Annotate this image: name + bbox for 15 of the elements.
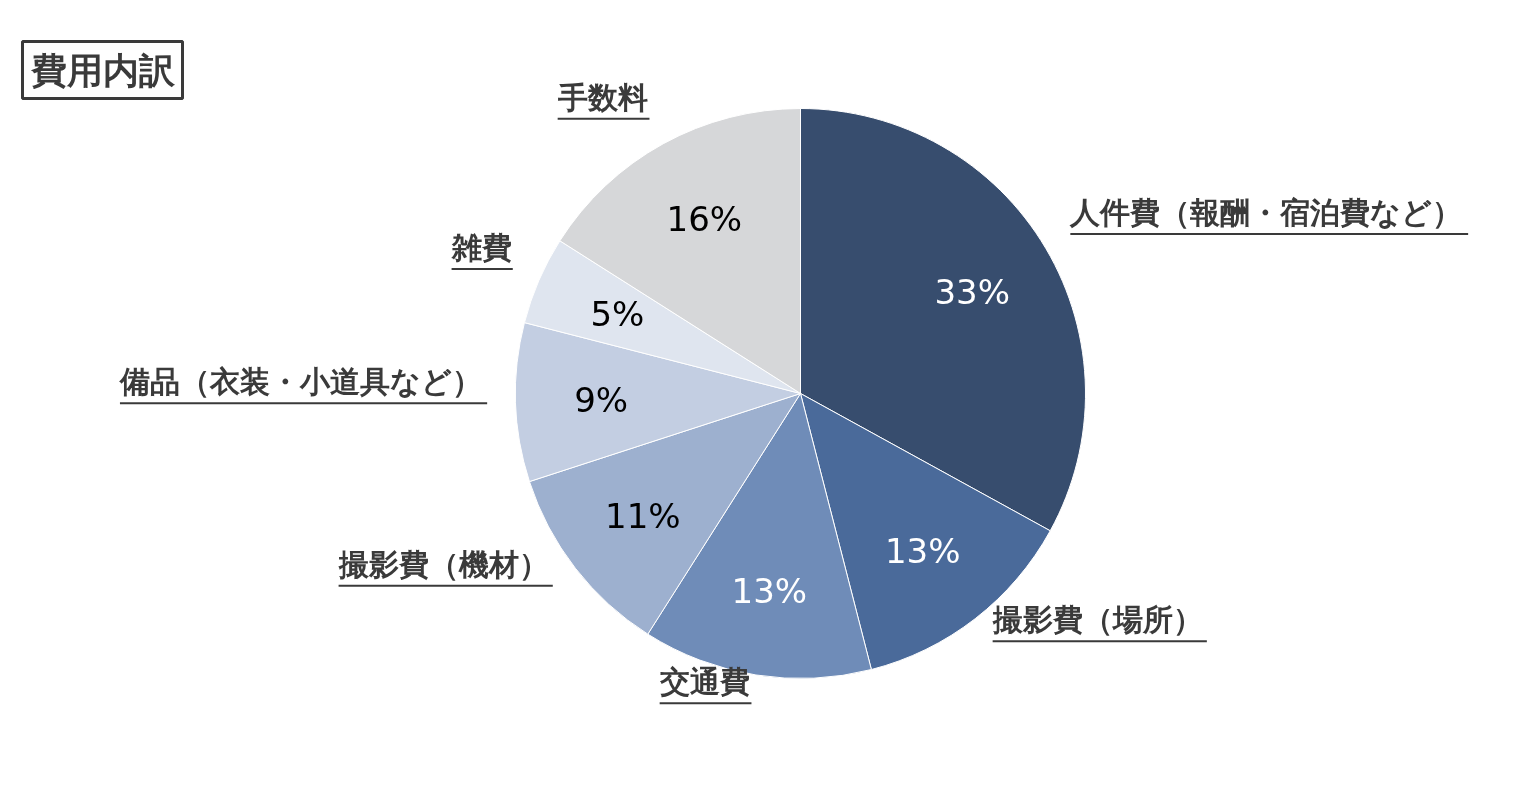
slice-label: 人件費（報酬・宿泊費など）	[1069, 194, 1463, 230]
data-label: 16%	[666, 198, 743, 239]
slice-label: 撮影費（機材）	[337, 546, 549, 582]
data-label: 11%	[605, 495, 681, 536]
slice-label: 手数料	[556, 79, 648, 115]
slice-label: 撮影費（場所）	[991, 602, 1203, 638]
data-label: 33%	[934, 271, 1011, 312]
chart-title: 費用内訳	[29, 49, 176, 91]
slice-label: 交通費	[658, 664, 750, 700]
data-label: 13%	[884, 531, 961, 572]
data-label: 5%	[590, 294, 645, 335]
slice-label: 雑費	[450, 229, 512, 265]
data-label: 13%	[731, 570, 808, 611]
slice-label: 備品（衣装・小道具など）	[118, 364, 482, 400]
data-label: 9%	[574, 379, 629, 420]
